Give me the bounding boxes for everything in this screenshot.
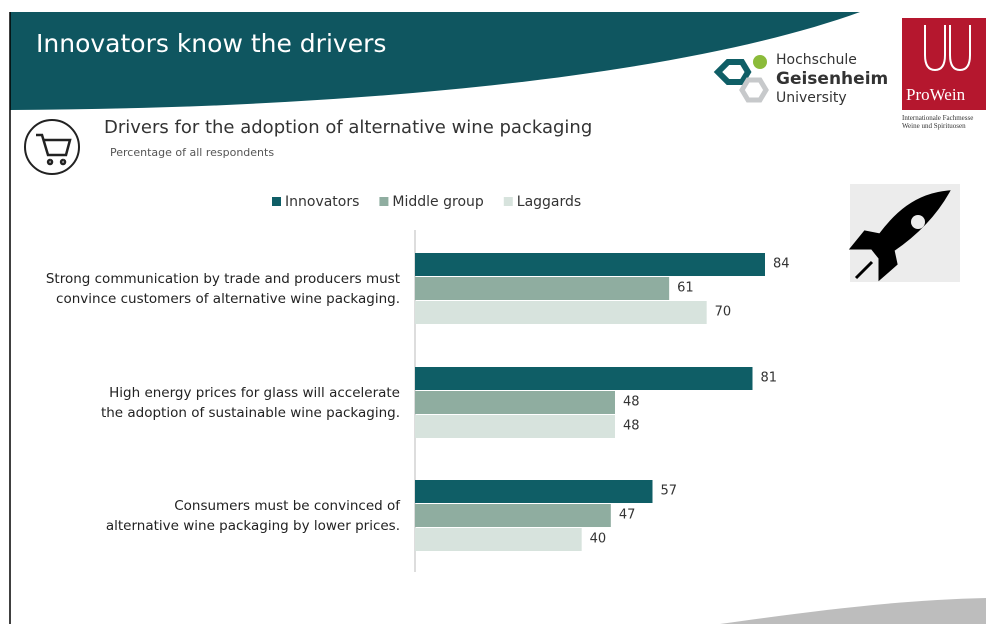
legend-swatch bbox=[272, 197, 281, 206]
slide-title: Innovators know the drivers bbox=[36, 29, 386, 58]
swoosh bbox=[720, 598, 986, 624]
bar bbox=[415, 391, 615, 414]
rocket-icon bbox=[848, 190, 951, 282]
legend-swatch bbox=[379, 197, 389, 206]
cart-icon bbox=[36, 133, 72, 166]
header-band bbox=[10, 12, 860, 110]
chart-subtitle: Percentage of all respondents bbox=[110, 146, 274, 159]
fair-name: ProWein bbox=[906, 85, 966, 104]
value-label: 70 bbox=[715, 305, 732, 320]
bar bbox=[415, 504, 611, 527]
bar bbox=[415, 480, 653, 503]
fair-icon bbox=[924, 25, 971, 72]
value-label: 84 bbox=[773, 257, 790, 272]
uni-name: Hochschule bbox=[776, 52, 857, 68]
category-label: Strong communication by trade and produc… bbox=[45, 271, 400, 307]
value-label: 81 bbox=[761, 371, 778, 386]
bar bbox=[415, 301, 707, 324]
value-label: 61 bbox=[677, 281, 694, 296]
fair-subtitle: Internationale Fachmesse Weine und Spiri… bbox=[902, 114, 974, 130]
uni-logo bbox=[713, 55, 769, 103]
bar bbox=[415, 253, 765, 276]
bar bbox=[415, 415, 615, 438]
bar bbox=[415, 528, 582, 551]
bar bbox=[415, 277, 670, 300]
value-label: 57 bbox=[661, 484, 678, 499]
value-label: 40 bbox=[590, 532, 607, 547]
bar bbox=[415, 367, 753, 390]
rocket-icon bbox=[911, 215, 925, 229]
uni-name: University bbox=[776, 90, 847, 106]
chart-title: Drivers for the adoption of alternative … bbox=[104, 117, 592, 138]
category-label: High energy prices for glass will accele… bbox=[100, 385, 400, 421]
cart-icon bbox=[24, 119, 80, 175]
legend-label: Innovators bbox=[285, 194, 359, 210]
legend-label: Middle group bbox=[392, 194, 483, 210]
uni-name: Geisenheim bbox=[776, 69, 888, 89]
value-label: 48 bbox=[623, 419, 640, 434]
value-label: 48 bbox=[623, 395, 640, 410]
legend-swatch bbox=[503, 197, 513, 206]
value-label: 47 bbox=[619, 508, 636, 523]
category-label: Consumers must be convinced of alternati… bbox=[105, 498, 400, 534]
legend-label: Laggards bbox=[517, 194, 581, 210]
